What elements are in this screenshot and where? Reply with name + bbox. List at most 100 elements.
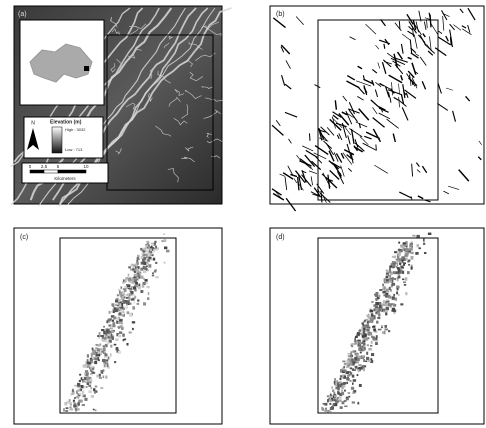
terrain-cell — [164, 262, 166, 264]
terrain-cell — [81, 385, 84, 388]
terrain-cell — [87, 354, 89, 357]
terrain-cell — [364, 335, 367, 337]
terrain-cell — [368, 348, 371, 351]
terrain-cell — [408, 264, 410, 266]
panel-c: (c) — [14, 228, 222, 424]
terrain-cell — [393, 265, 395, 267]
scale-tick: 2.5 — [41, 164, 48, 169]
terrain-cell — [137, 262, 139, 265]
terrain-cell — [126, 284, 129, 286]
terrain-cell — [401, 245, 404, 247]
terrain-cell — [72, 389, 74, 392]
terrain-cell — [154, 243, 156, 246]
terrain-cell — [141, 262, 144, 265]
terrain-cell — [398, 258, 401, 261]
terrain-cell — [346, 398, 349, 400]
terrain-cell — [393, 294, 395, 296]
terrain-cell — [142, 259, 145, 262]
terrain-cell — [84, 365, 87, 368]
terrain-cell — [131, 281, 133, 283]
terrain-cell — [340, 369, 342, 372]
terrain-cell — [352, 375, 355, 378]
terrain-cell — [86, 362, 88, 364]
terrain-cell — [110, 345, 112, 348]
terrain-cell — [103, 331, 105, 334]
terrain-cell — [95, 390, 97, 392]
terrain-cell — [128, 288, 130, 290]
terrain-cell — [122, 334, 124, 337]
terrain-cell — [390, 278, 392, 280]
terrain-cell — [351, 343, 353, 345]
terrain-cell — [334, 395, 337, 397]
terrain-cell — [400, 261, 403, 263]
terrain-cell — [99, 374, 101, 377]
terrain-cell — [323, 403, 326, 405]
terrain-cell — [341, 389, 343, 392]
terrain-cell — [368, 360, 371, 362]
terrain-cell — [78, 400, 81, 403]
terrain-cell — [125, 302, 128, 304]
terrain-cell — [408, 260, 410, 262]
terrain-cell — [391, 303, 394, 305]
terrain-cell — [333, 392, 335, 395]
terrain-cell — [147, 270, 149, 272]
legend-high: High : 3032 — [65, 127, 86, 132]
terrain-cell — [409, 248, 412, 250]
terrain-cell — [355, 366, 358, 369]
terrain-cell — [405, 249, 407, 252]
terrain-cell — [124, 296, 126, 298]
terrain-cell — [362, 336, 364, 338]
terrain-cell — [129, 303, 131, 305]
terrain-cell — [386, 311, 388, 313]
terrain-cell — [147, 286, 150, 288]
terrain-cell — [344, 385, 346, 388]
terrain-cell — [375, 340, 378, 342]
terrain-cell — [351, 387, 354, 389]
terrain-cell — [357, 374, 359, 376]
terrain-cell — [105, 376, 107, 379]
terrain-cell — [118, 303, 121, 305]
terrain-cell — [127, 343, 129, 346]
terrain-cell — [124, 289, 126, 292]
terrain-cell — [143, 248, 146, 251]
terrain-cell — [110, 327, 113, 329]
terrain-cell — [131, 264, 134, 267]
terrain-cell — [359, 384, 362, 387]
terrain-cell — [108, 332, 111, 334]
lineament — [309, 133, 310, 140]
terrain-cell — [378, 295, 380, 297]
terrain-cell — [403, 242, 406, 244]
terrain-cell — [366, 329, 369, 332]
terrain-cell — [74, 403, 76, 405]
terrain-cell — [350, 354, 352, 357]
terrain-cell — [69, 402, 72, 405]
terrain-cell — [385, 304, 387, 307]
terrain-cell — [124, 307, 127, 309]
terrain-cell — [386, 270, 388, 272]
terrain-cell — [134, 271, 136, 273]
terrain-cell — [145, 279, 148, 282]
legend-ramp — [52, 127, 62, 153]
terrain-cell — [145, 245, 148, 247]
terrain-cell — [392, 277, 394, 280]
terrain-cell — [114, 344, 117, 346]
terrain-cell — [352, 383, 354, 385]
terrain-cell — [377, 317, 380, 319]
terrain-cell — [133, 286, 136, 289]
terrain-cell — [410, 243, 413, 246]
terrain-cell — [117, 294, 120, 296]
terrain-cell — [388, 330, 390, 332]
terrain-cell — [388, 303, 391, 306]
terrain-cell — [358, 369, 360, 372]
terrain-cell — [389, 296, 391, 299]
terrain-cell — [348, 353, 350, 355]
terrain-cell — [405, 292, 407, 295]
terrain-cell — [371, 341, 373, 344]
terrain-cell — [364, 328, 366, 331]
terrain-cell — [333, 403, 336, 405]
terrain-cell — [111, 311, 113, 313]
terrain-cell — [87, 381, 89, 383]
terrain-cell — [361, 342, 364, 344]
terrain-cell — [343, 382, 346, 384]
terrain-cell — [95, 386, 98, 388]
